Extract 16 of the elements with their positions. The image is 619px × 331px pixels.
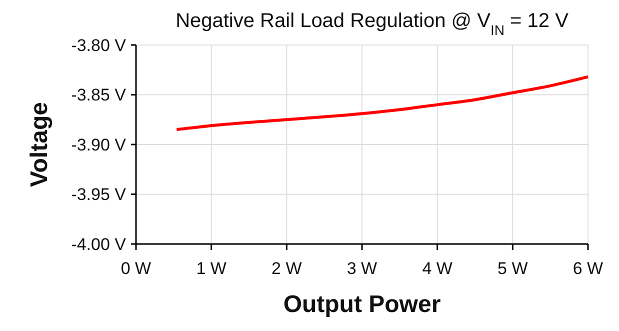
x-tick-label: 4 W — [422, 259, 452, 278]
chart-title: Negative Rail Load Regulation @ V$_{IN}$ = 12 V — [176, 10, 570, 38]
y-tick-label: -4.00 V — [71, 234, 127, 254]
x-tick-label: 3 W — [346, 259, 378, 278]
x-tick-label: 1 W — [196, 259, 226, 278]
x-tick-label: 6 W — [572, 259, 604, 278]
line-series — [175, 75, 590, 132]
y-tick-label: -3.85 V — [71, 86, 127, 105]
y-tick-label: -3.90 V — [71, 135, 127, 154]
x-axis-title: Output Power — [283, 291, 441, 318]
y-tick-label: -3.95 V — [71, 185, 127, 204]
y-axis-title: Voltage — [26, 102, 53, 187]
x-tick-label: 2 W — [272, 259, 302, 278]
y-tick-label: -3.80 V — [71, 36, 127, 55]
x-tick-label: 5 W — [498, 259, 528, 278]
x-tick-label: 0 W — [120, 259, 152, 278]
